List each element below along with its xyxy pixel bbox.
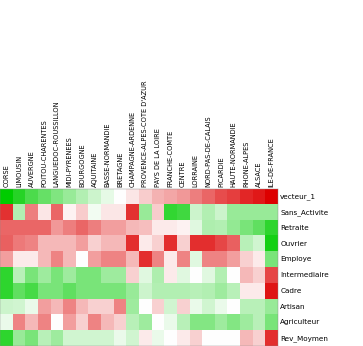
Text: BOURGOGNE: BOURGOGNE bbox=[79, 143, 85, 187]
Text: vecteur_1: vecteur_1 bbox=[280, 193, 316, 200]
Text: PROVENCE-ALPES-COTE D'AZUR: PROVENCE-ALPES-COTE D'AZUR bbox=[142, 80, 148, 187]
Text: PICARDIE: PICARDIE bbox=[218, 156, 224, 187]
Text: NORD-PAS-DE-CALAIS: NORD-PAS-DE-CALAIS bbox=[205, 115, 211, 187]
Text: CORSE: CORSE bbox=[3, 164, 9, 187]
Text: LIMOUSIN: LIMOUSIN bbox=[16, 155, 22, 187]
Text: Employe: Employe bbox=[280, 256, 311, 262]
Text: RHONE-ALPES: RHONE-ALPES bbox=[243, 140, 249, 187]
Text: Cadre: Cadre bbox=[280, 288, 302, 294]
Text: Ouvrier: Ouvrier bbox=[280, 241, 307, 247]
Text: Rev_Moymen: Rev_Moymen bbox=[280, 335, 328, 342]
Text: FRANCHE-COMTE: FRANCHE-COMTE bbox=[167, 129, 174, 187]
Text: ILE-DE-FRANCE: ILE-DE-FRANCE bbox=[268, 137, 274, 187]
Text: BRETAGNE: BRETAGNE bbox=[117, 151, 123, 187]
Text: Agriculteur: Agriculteur bbox=[280, 319, 321, 325]
Text: AQUITAINE: AQUITAINE bbox=[92, 151, 98, 187]
Text: LANGUEDOC-ROUSSILLON: LANGUEDOC-ROUSSILLON bbox=[54, 100, 60, 187]
Text: HAUTE-NORMANDIE: HAUTE-NORMANDIE bbox=[231, 121, 237, 187]
Text: MIDI-PYRENEES: MIDI-PYRENEES bbox=[66, 136, 73, 187]
Text: Intermediaire: Intermediaire bbox=[280, 272, 329, 278]
Text: BASSE-NORMANDIE: BASSE-NORMANDIE bbox=[104, 122, 110, 187]
Text: POITOU-CHARENTES: POITOU-CHARENTES bbox=[41, 119, 47, 187]
Text: LORRAINE: LORRAINE bbox=[193, 154, 199, 187]
Text: CHAMPAGNE-ARDENNE: CHAMPAGNE-ARDENNE bbox=[130, 111, 135, 187]
Text: AUVERGNE: AUVERGNE bbox=[29, 150, 34, 187]
Text: ALSACE: ALSACE bbox=[256, 161, 262, 187]
Text: PAYS DE LA LOIRE: PAYS DE LA LOIRE bbox=[155, 128, 161, 187]
Text: Retraite: Retraite bbox=[280, 225, 309, 231]
Text: Sans_Activite: Sans_Activite bbox=[280, 209, 329, 216]
Text: Artisan: Artisan bbox=[280, 304, 306, 310]
Text: CENTRE: CENTRE bbox=[180, 160, 186, 187]
